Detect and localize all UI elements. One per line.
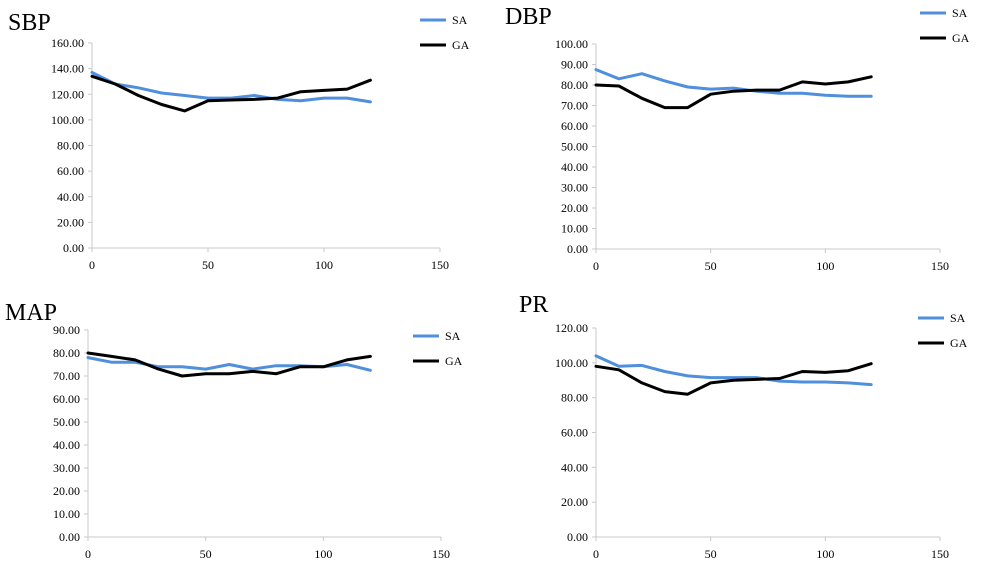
x-tick-label: 100 bbox=[816, 547, 834, 561]
chart-map: MAP 0.00 10.00 20.00 30.00 40.00 50.00 60.00 70.… bbox=[5, 300, 463, 561]
legend-label-sa: SA bbox=[952, 6, 968, 20]
y-tick-label: 40.00 bbox=[561, 460, 588, 474]
y-tick-label: 120.00 bbox=[51, 87, 84, 101]
y-tick-label: 30.00 bbox=[561, 181, 588, 195]
x-tick-label: 50 bbox=[200, 547, 212, 561]
x-tick-label: 150 bbox=[432, 547, 450, 561]
y-tick-label: 40.00 bbox=[57, 190, 84, 204]
y-tick-label: 10.00 bbox=[53, 507, 80, 521]
y-tick-label: 50.00 bbox=[53, 415, 80, 429]
y-tick-label: 60.00 bbox=[53, 392, 80, 406]
x-tick-label: 0 bbox=[593, 547, 599, 561]
chart-title: PR bbox=[519, 292, 548, 318]
y-tick-label: 40.00 bbox=[53, 438, 80, 452]
legend-label-sa: SA bbox=[445, 329, 461, 343]
y-tick-label: 100.00 bbox=[555, 37, 588, 51]
y-tick-label: 140.00 bbox=[51, 62, 84, 76]
y-tick-label: 0.00 bbox=[63, 241, 84, 255]
x-tick-label: 100 bbox=[315, 258, 333, 272]
y-tick-label: 100.00 bbox=[51, 113, 84, 127]
x-tick-label: 100 bbox=[314, 547, 332, 561]
y-tick-label: 30.00 bbox=[53, 461, 80, 475]
series-line-sa bbox=[90, 71, 372, 104]
y-tick-label: 0.00 bbox=[567, 530, 588, 544]
y-tick-label: 40.00 bbox=[561, 160, 588, 174]
series-line-ga bbox=[594, 362, 873, 396]
chart-title: SBP bbox=[8, 10, 51, 36]
x-tick-label: 0 bbox=[89, 258, 95, 272]
y-tick-label: 60.00 bbox=[561, 426, 588, 440]
legend-label-ga: GA bbox=[452, 38, 470, 52]
x-tick-label: 150 bbox=[431, 258, 449, 272]
x-tick-label: 100 bbox=[816, 259, 834, 273]
y-tick-label: 20.00 bbox=[53, 484, 80, 498]
x-tick-label: 0 bbox=[85, 547, 91, 561]
y-tick-label: 120.00 bbox=[555, 321, 588, 335]
y-tick-label: 90.00 bbox=[53, 323, 80, 337]
chart-title: DBP bbox=[505, 4, 552, 30]
x-tick-label: 50 bbox=[705, 259, 717, 273]
chart-sbp: SBP 0.00 20.00 40.00 60.00 80.00 100.00 120.00 1… bbox=[8, 10, 470, 272]
series-line-ga bbox=[86, 351, 372, 378]
legend-label-ga: GA bbox=[445, 354, 463, 368]
legend-label-ga: GA bbox=[952, 31, 970, 45]
x-tick-label: 150 bbox=[931, 547, 949, 561]
y-tick-label: 20.00 bbox=[57, 215, 84, 229]
y-tick-label: 70.00 bbox=[561, 99, 588, 113]
x-tick-label: 150 bbox=[931, 259, 949, 273]
legend-label-ga: GA bbox=[950, 336, 968, 350]
y-tick-label: 60.00 bbox=[561, 119, 588, 133]
y-tick-label: 70.00 bbox=[53, 369, 80, 383]
series-line-ga bbox=[594, 75, 873, 110]
y-tick-label: 0.00 bbox=[59, 530, 80, 544]
chart-dbp: DBP 0.00 10.00 20.00 30.00 40.00 50.00 60.00 70.… bbox=[505, 4, 970, 273]
y-tick-label: 80.00 bbox=[53, 346, 80, 360]
y-tick-label: 20.00 bbox=[561, 495, 588, 509]
y-tick-label: 160.00 bbox=[51, 36, 84, 50]
y-tick-label: 80.00 bbox=[561, 78, 588, 92]
y-tick-label: 80.00 bbox=[57, 139, 84, 153]
x-tick-label: 0 bbox=[593, 259, 599, 273]
y-tick-label: 20.00 bbox=[561, 201, 588, 215]
y-tick-label: 60.00 bbox=[57, 164, 84, 178]
legend-label-sa: SA bbox=[452, 13, 468, 27]
series-line-sa bbox=[594, 354, 873, 387]
legend-label-sa: SA bbox=[950, 311, 966, 325]
chart-pr: PR 0.00 20.00 40.00 60.00 80.00 100.00 120.00 0 5… bbox=[519, 292, 968, 561]
y-tick-label: 0.00 bbox=[567, 242, 588, 256]
y-tick-label: 100.00 bbox=[555, 356, 588, 370]
x-tick-label: 50 bbox=[202, 258, 214, 272]
y-tick-label: 80.00 bbox=[561, 391, 588, 405]
series-line-ga bbox=[90, 74, 372, 113]
x-tick-label: 50 bbox=[705, 547, 717, 561]
chart-title: MAP bbox=[5, 300, 57, 326]
y-tick-label: 10.00 bbox=[561, 222, 588, 236]
y-tick-label: 50.00 bbox=[561, 140, 588, 154]
y-tick-label: 90.00 bbox=[561, 58, 588, 72]
series-line-sa bbox=[594, 68, 873, 98]
